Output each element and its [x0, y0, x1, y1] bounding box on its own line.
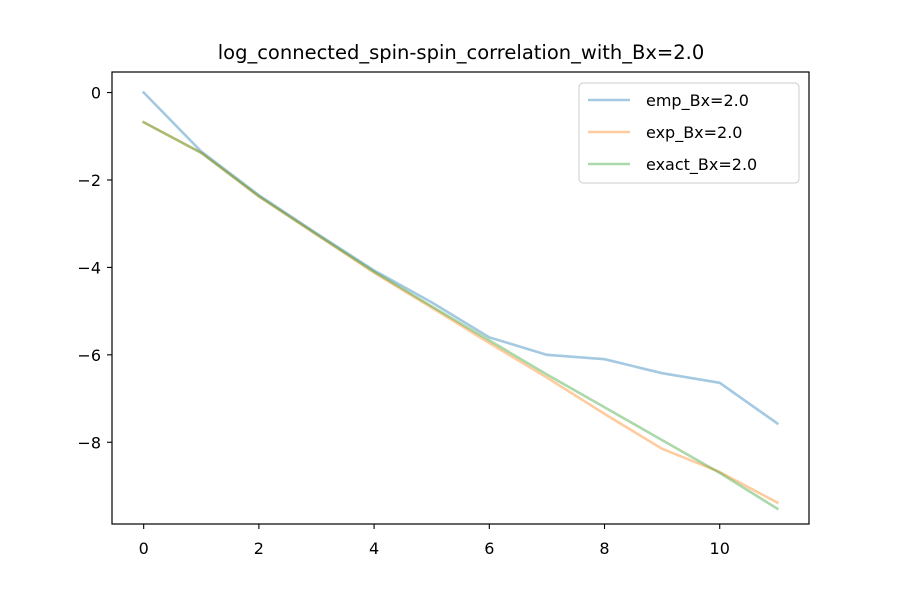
x-tick-label: 6	[484, 539, 494, 558]
plot-frame	[111, 71, 810, 525]
x-tick-label: 8	[599, 539, 609, 558]
legend-box	[578, 82, 800, 184]
series-line-0	[141, 90, 780, 426]
y-tick-label: −6	[77, 346, 101, 365]
y-axis: 0 −2 −4 −6 −8	[77, 84, 112, 452]
series-layer	[141, 90, 780, 511]
chart-title: log_connected_spin-spin_correlation_with…	[218, 41, 705, 64]
series-line-1	[141, 120, 780, 505]
x-tick-label: 0	[139, 539, 149, 558]
x-tick-label: 4	[369, 539, 379, 558]
legend-label-2: exact_Bx=2.0	[646, 155, 757, 175]
series-line-2	[141, 120, 780, 511]
legend: emp_Bx=2.0 exp_Bx=2.0 exact_Bx=2.0	[578, 82, 800, 184]
x-tick-label: 2	[254, 539, 264, 558]
y-tick-label: 0	[91, 84, 101, 103]
y-tick-label: −8	[77, 433, 101, 452]
y-tick-label: −4	[77, 258, 101, 277]
legend-label-1: exp_Bx=2.0	[646, 123, 742, 143]
x-axis: 0 2 4 6 8 10	[139, 524, 730, 558]
x-tick-label: 10	[710, 539, 730, 558]
y-tick-label: −2	[77, 171, 101, 190]
legend-label-0: emp_Bx=2.0	[646, 91, 749, 111]
